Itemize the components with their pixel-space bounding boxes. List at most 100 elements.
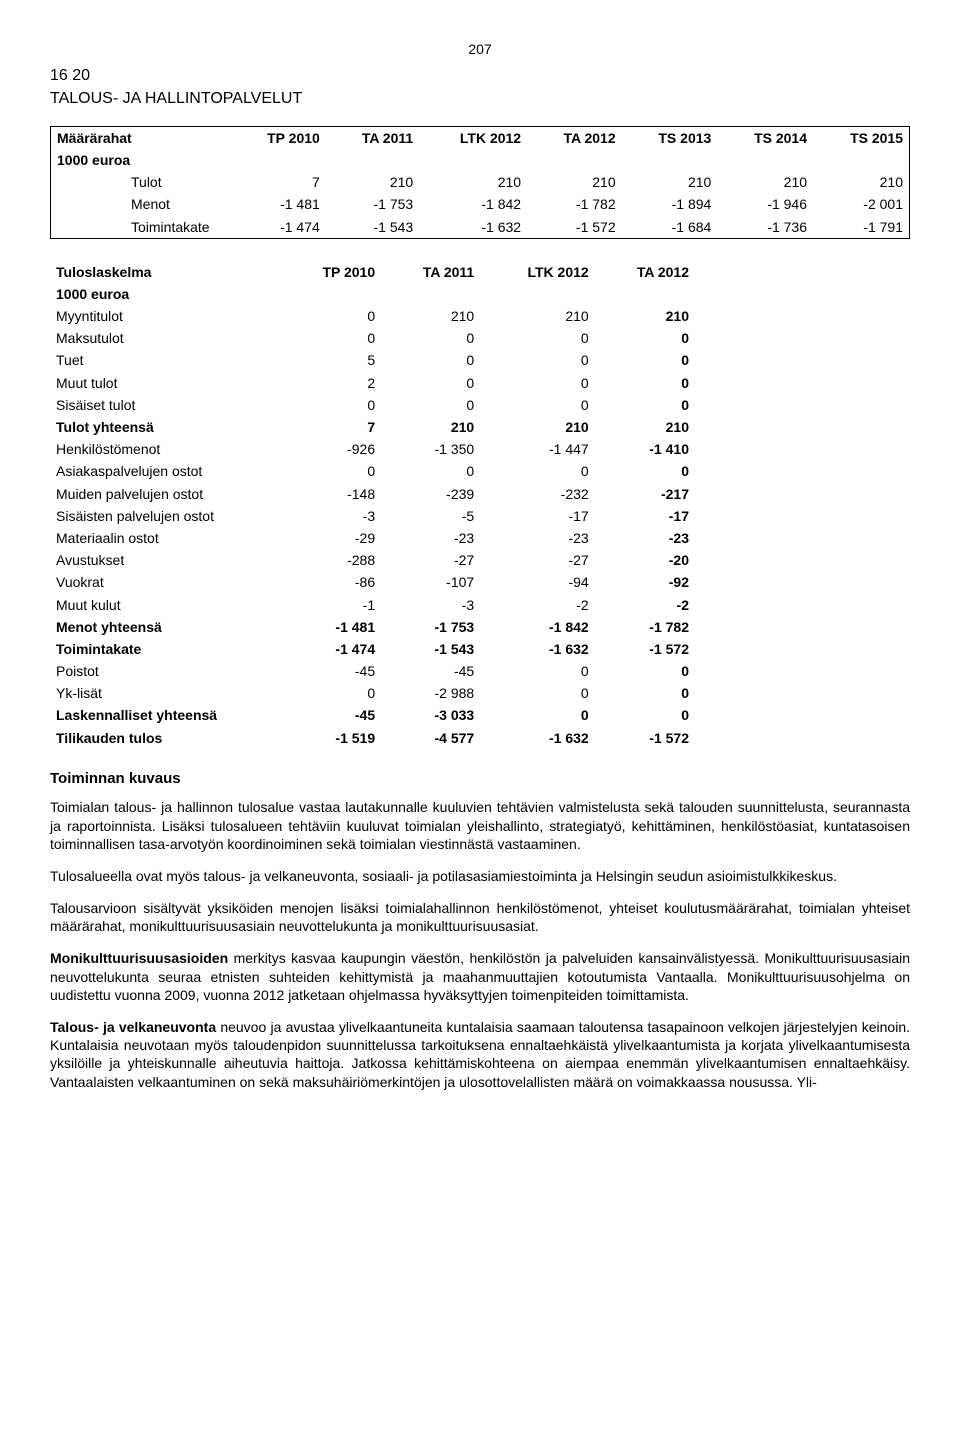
table-row: Toimintakate-1 474-1 543-1 632-1 572-1 6… [51,216,910,239]
cell: 5 [280,349,381,371]
t1-col-3: TA 2012 [527,126,622,149]
cell: -45 [280,704,381,726]
cell: 0 [480,394,594,416]
t1-col-6: TS 2015 [813,126,909,149]
cell: 0 [381,372,480,394]
row-label: Myyntitulot [50,305,280,327]
cell: -1 736 [717,216,813,239]
table-row: Sisäisten palvelujen ostot-3-5-17-17 [50,505,695,527]
cell: 210 [419,171,527,193]
cell: 210 [480,305,594,327]
description-heading: Toiminnan kuvaus [50,769,910,789]
row-label: Yk-lisät [50,682,280,704]
table-row: Tulot7210210210210210210 [51,171,910,193]
cell: -1 481 [280,616,381,638]
cell: 210 [595,416,695,438]
row-label: Avustukset [50,549,280,571]
table-row: Tuet5000 [50,349,695,371]
cell: -1 572 [595,638,695,660]
row-label: Materiaalin ostot [50,527,280,549]
row-label: Tuet [50,349,280,371]
table-row: Avustukset-288-27-27-20 [50,549,695,571]
table-row: Muiden palvelujen ostot-148-239-232-217 [50,483,695,505]
table-row: Vuokrat-86-107-94-92 [50,571,695,593]
cell: -27 [480,549,594,571]
cell: -23 [381,527,480,549]
cell: 210 [381,305,480,327]
cell: -1 791 [813,216,909,239]
row-label: Maksutulot [50,327,280,349]
cell: 2 [280,372,381,394]
cell: 0 [381,460,480,482]
cell: -23 [595,527,695,549]
t1-col-1: TA 2011 [326,126,419,149]
cell: 0 [480,372,594,394]
cell: 0 [595,394,695,416]
cell: -1 543 [381,638,480,660]
table-row: Tilikauden tulos-1 519-4 577-1 632-1 572 [50,727,695,749]
cell: -4 577 [381,727,480,749]
p4-lead: Monikulttuurisuusasioiden [50,950,228,966]
t1-header-left: Määrärahat [51,126,231,149]
paragraph-3: Talousarvioon sisältyvät yksiköiden meno… [50,899,910,935]
cell: -23 [480,527,594,549]
t1-header-left-text: Määrärahat [57,130,132,146]
page-number: 207 [50,40,910,58]
cell: 0 [480,460,594,482]
cell: -1 946 [717,193,813,215]
cell: 0 [480,682,594,704]
cell: -1 753 [326,193,419,215]
t2-sub: 1000 euroa [50,283,280,305]
cell: 0 [595,327,695,349]
cell: -1 782 [595,616,695,638]
cell: -1 474 [231,216,326,239]
t1-col-0: TP 2010 [231,126,326,149]
cell: 0 [280,327,381,349]
cell: -2 [480,594,594,616]
cell: -27 [381,549,480,571]
cell: 210 [480,416,594,438]
cell: -3 [381,594,480,616]
t2-col-2: LTK 2012 [480,261,594,283]
row-label: Muut tulot [50,372,280,394]
table-row: Asiakaspalvelujen ostot0000 [50,460,695,482]
paragraph-2: Tulosalueella ovat myös talous- ja velka… [50,867,910,885]
cell: -926 [280,438,381,460]
row-label: Toimintakate [50,638,280,660]
table-row: Menot-1 481-1 753-1 842-1 782-1 894-1 94… [51,193,910,215]
cell: -17 [595,505,695,527]
cell: -107 [381,571,480,593]
cell: -3 033 [381,704,480,726]
paragraph-4: Monikulttuurisuusasioiden merkitys kasva… [50,949,910,1004]
cell: -2 [595,594,695,616]
table-row: Materiaalin ostot-29-23-23-23 [50,527,695,549]
cell: 0 [480,660,594,682]
cell: -29 [280,527,381,549]
cell: -2 001 [813,193,909,215]
table-row: Laskennalliset yhteensä-45-3 03300 [50,704,695,726]
table-row: Toimintakate-1 474-1 543-1 632-1 572 [50,638,695,660]
cell: 0 [595,460,695,482]
row-label: Menot [51,193,231,215]
row-label: Laskennalliset yhteensä [50,704,280,726]
cell: -1 632 [419,216,527,239]
table-row: Muut kulut-1-3-2-2 [50,594,695,616]
cell: 0 [280,394,381,416]
cell: -1 842 [480,616,594,638]
cell: -1 543 [326,216,419,239]
t1-sub: 1000 euroa [51,149,231,171]
cell: 0 [480,327,594,349]
table-row: Sisäiset tulot0000 [50,394,695,416]
table-row: Yk-lisät0-2 98800 [50,682,695,704]
cell: 210 [717,171,813,193]
row-label: Muut kulut [50,594,280,616]
row-label: Vuokrat [50,571,280,593]
cell: -3 [280,505,381,527]
paragraph-5: Talous- ja velkaneuvonta neuvoo ja avust… [50,1018,910,1091]
row-label: Tulot yhteensä [50,416,280,438]
cell: -1 684 [622,216,718,239]
cell: -1 894 [622,193,718,215]
cell: -94 [480,571,594,593]
cell: 210 [527,171,622,193]
cell: -45 [280,660,381,682]
